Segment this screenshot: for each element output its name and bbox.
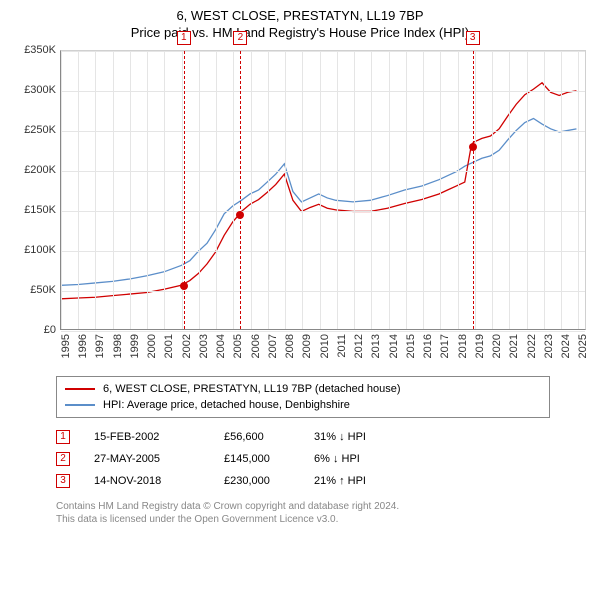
sales-row: 2 27-MAY-2005£145,0006% ↓ HPI <box>56 448 550 470</box>
sale-marker-line <box>473 51 474 329</box>
x-tick-label: 2010 <box>319 334 331 358</box>
y-tick-label: £300K <box>14 84 56 96</box>
sales-row-date: 14-NOV-2018 <box>94 475 224 487</box>
titles: 6, WEST CLOSE, PRESTATYN, LL19 7BP Price… <box>10 8 590 40</box>
chart-plot: 123 <box>60 50 586 330</box>
footer: Contains HM Land Registry data © Crown c… <box>56 500 550 526</box>
legend: 6, WEST CLOSE, PRESTATYN, LL19 7BP (deta… <box>56 376 550 418</box>
x-tick-label: 2014 <box>388 334 400 358</box>
footer-line1: Contains HM Land Registry data © Crown c… <box>56 500 550 513</box>
x-tick-label: 2013 <box>370 334 382 358</box>
sale-marker-box: 1 <box>177 31 191 45</box>
x-tick-label: 2012 <box>353 334 365 358</box>
sale-marker-dot <box>469 143 477 151</box>
x-tick-label: 2008 <box>284 334 296 358</box>
x-tick-label: 1995 <box>60 334 72 358</box>
x-tick-label: 2022 <box>526 334 538 358</box>
sale-marker-box: 2 <box>233 31 247 45</box>
x-tick-label: 1997 <box>94 334 106 358</box>
x-tick-label: 2020 <box>491 334 503 358</box>
legend-swatch-price <box>65 388 95 390</box>
x-tick-label: 1999 <box>129 334 141 358</box>
x-tick-label: 2006 <box>250 334 262 358</box>
x-tick-label: 2016 <box>422 334 434 358</box>
x-tick-label: 2025 <box>577 334 589 358</box>
chart-svg <box>61 51 585 329</box>
x-tick-label: 2019 <box>474 334 486 358</box>
x-tick-label: 2004 <box>215 334 227 358</box>
x-tick-label: 2024 <box>560 334 572 358</box>
sales-row-date: 27-MAY-2005 <box>94 453 224 465</box>
x-tick-label: 2007 <box>267 334 279 358</box>
sale-marker-dot <box>180 282 188 290</box>
sales-row: 3 14-NOV-2018£230,00021% ↑ HPI <box>56 470 550 492</box>
sales-row-diff: 6% ↓ HPI <box>314 453 414 465</box>
x-tick-label: 2003 <box>198 334 210 358</box>
x-tick-label: 1996 <box>77 334 89 358</box>
y-tick-label: £150K <box>14 204 56 216</box>
y-tick-label: £0 <box>14 324 56 336</box>
sales-row: 1 15-FEB-2002£56,60031% ↓ HPI <box>56 426 550 448</box>
y-tick-label: £350K <box>14 44 56 56</box>
x-tick-label: 2009 <box>301 334 313 358</box>
sales-row-num: 2 <box>56 452 70 466</box>
x-tick-label: 2002 <box>181 334 193 358</box>
x-tick-label: 2000 <box>146 334 158 358</box>
chart-area: 123 £0£50K£100K£150K£200K£250K£300K£350K… <box>14 50 586 370</box>
sales-row-price: £56,600 <box>224 431 314 443</box>
chart-subtitle: Price paid vs. HM Land Registry's House … <box>10 25 590 40</box>
footer-line2: This data is licensed under the Open Gov… <box>56 513 550 526</box>
x-tick-label: 2005 <box>232 334 244 358</box>
x-tick-label: 2017 <box>439 334 451 358</box>
sales-table: 1 15-FEB-2002£56,60031% ↓ HPI 2 27-MAY-2005… <box>56 426 550 492</box>
sale-marker-dot <box>236 211 244 219</box>
x-tick-label: 2001 <box>163 334 175 358</box>
y-tick-label: £100K <box>14 244 56 256</box>
sale-marker-line <box>240 51 241 329</box>
sales-row-price: £230,000 <box>224 475 314 487</box>
x-tick-label: 2023 <box>543 334 555 358</box>
legend-label-price: 6, WEST CLOSE, PRESTATYN, LL19 7BP (deta… <box>103 383 401 395</box>
legend-row-hpi: HPI: Average price, detached house, Denb… <box>65 397 541 413</box>
legend-swatch-hpi <box>65 404 95 406</box>
sales-row-date: 15-FEB-2002 <box>94 431 224 443</box>
sales-row-num: 1 <box>56 430 70 444</box>
sales-row-diff: 21% ↑ HPI <box>314 475 414 487</box>
x-tick-label: 2018 <box>457 334 469 358</box>
x-tick-label: 2021 <box>508 334 520 358</box>
sale-marker-box: 3 <box>466 31 480 45</box>
address-title: 6, WEST CLOSE, PRESTATYN, LL19 7BP <box>10 8 590 23</box>
x-tick-label: 2015 <box>405 334 417 358</box>
y-tick-label: £250K <box>14 124 56 136</box>
sales-row-num: 3 <box>56 474 70 488</box>
legend-label-hpi: HPI: Average price, detached house, Denb… <box>103 399 350 411</box>
sales-row-price: £145,000 <box>224 453 314 465</box>
x-tick-label: 1998 <box>112 334 124 358</box>
x-tick-label: 2011 <box>336 334 348 358</box>
y-tick-label: £50K <box>14 284 56 296</box>
y-tick-label: £200K <box>14 164 56 176</box>
chart-container: 6, WEST CLOSE, PRESTATYN, LL19 7BP Price… <box>0 0 600 534</box>
legend-row-price: 6, WEST CLOSE, PRESTATYN, LL19 7BP (deta… <box>65 381 541 397</box>
sales-row-diff: 31% ↓ HPI <box>314 431 414 443</box>
